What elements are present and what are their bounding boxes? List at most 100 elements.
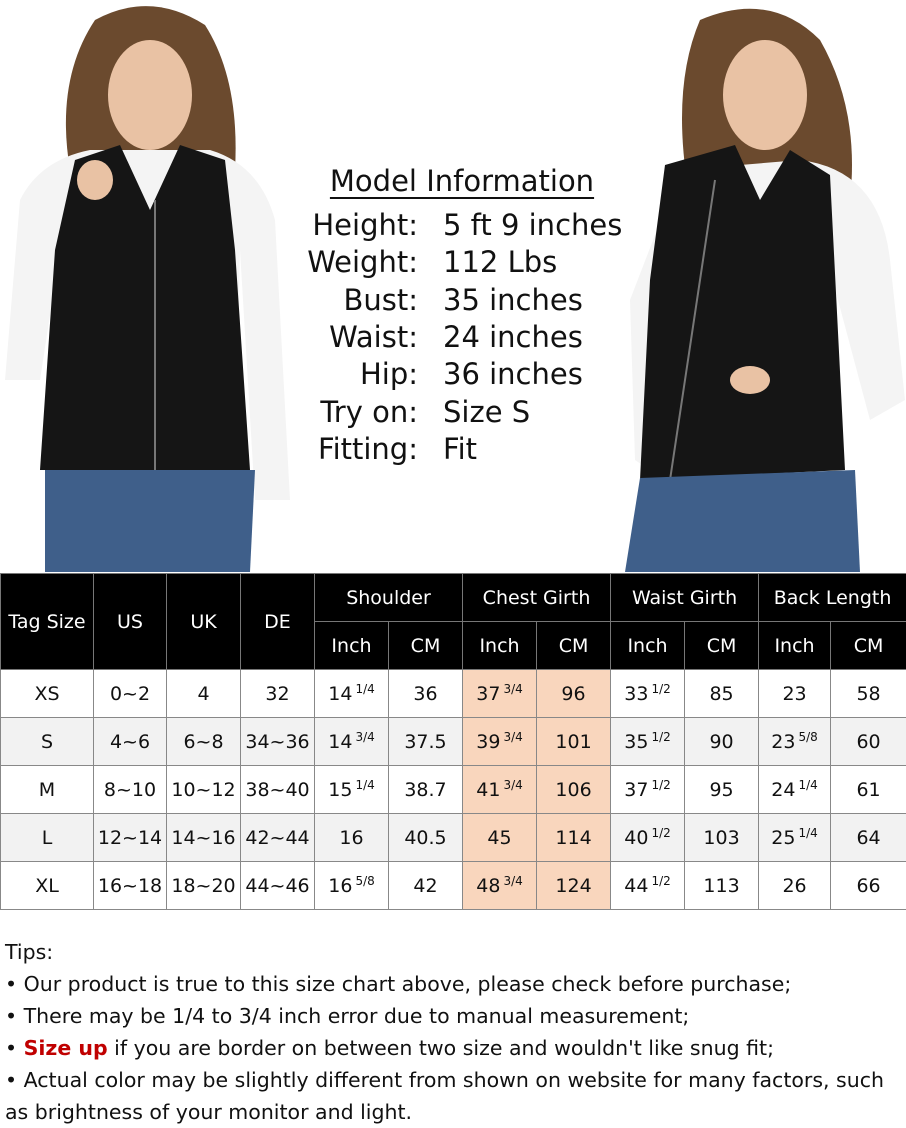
cell-fraction: 1/4 xyxy=(798,778,817,792)
table-cell: 64 xyxy=(831,814,906,862)
cell-whole: 48 xyxy=(476,875,500,897)
table-cell: 4 xyxy=(167,670,241,718)
table-cell: 96 xyxy=(537,670,611,718)
info-row: Bust:35 inches xyxy=(0,283,906,320)
table-cell: 44~46 xyxy=(241,862,315,910)
tips-heading: Tips: xyxy=(5,936,900,968)
info-row: Try on:Size S xyxy=(0,395,906,432)
table-cell: 61 xyxy=(831,766,906,814)
cell-fraction: 3/4 xyxy=(503,682,522,696)
info-row: Weight:112 Lbs xyxy=(0,245,906,282)
info-title: Model Information xyxy=(300,164,624,198)
cell-fraction: 3/4 xyxy=(355,730,374,744)
info-label: Hip: xyxy=(360,357,418,391)
cell-fraction: 1/2 xyxy=(651,682,670,696)
tip-text: Our product is true to this size chart a… xyxy=(24,972,792,996)
table-cell: 42 xyxy=(389,862,463,910)
column-header: UK xyxy=(167,574,241,670)
tips: Tips: • Our product is true to this size… xyxy=(5,936,900,1128)
table-cell: 14~16 xyxy=(167,814,241,862)
tip: • There may be 1/4 to 3/4 inch error due… xyxy=(5,1000,900,1032)
table-cell: S xyxy=(1,718,94,766)
info-row: Waist:24 inches xyxy=(0,320,906,357)
group-header: Waist Girth xyxy=(611,574,759,622)
cell-fraction: 1/2 xyxy=(651,826,670,840)
table-cell: 45 xyxy=(463,814,537,862)
column-header: Tag Size xyxy=(1,574,94,670)
table-cell: 12~14 xyxy=(94,814,167,862)
cell-whole: 40 xyxy=(624,827,648,849)
info-label: Fitting: xyxy=(318,432,418,466)
table-cell: 113 xyxy=(685,862,759,910)
table-cell: 32 xyxy=(241,670,315,718)
table-cell: XS xyxy=(1,670,94,718)
table-cell: L xyxy=(1,814,94,862)
table-cell: 10~12 xyxy=(167,766,241,814)
info-label: Waist: xyxy=(329,320,418,354)
tip-emphasis: Size up xyxy=(24,1036,108,1060)
cell-whole: 14 xyxy=(328,731,352,753)
tip: • Size up if you are border on between t… xyxy=(5,1032,900,1064)
info-row: Fitting:Fit xyxy=(0,432,906,469)
cell-whole: 16 xyxy=(328,875,352,897)
table-cell: 38.7 xyxy=(389,766,463,814)
table-cell: 6~8 xyxy=(167,718,241,766)
info-value: Size S xyxy=(443,395,530,429)
cell-fraction: 1/4 xyxy=(355,778,374,792)
tip: • Our product is true to this size chart… xyxy=(5,968,900,1000)
table-cell: 38~40 xyxy=(241,766,315,814)
info-value: 36 inches xyxy=(443,357,583,391)
table-cell: 26 xyxy=(759,862,831,910)
table-cell: M xyxy=(1,766,94,814)
column-header: DE xyxy=(241,574,315,670)
table-cell: 60 xyxy=(831,718,906,766)
unit-header: CM xyxy=(685,622,759,670)
table-cell: 42~44 xyxy=(241,814,315,862)
cell-fraction: 1/2 xyxy=(651,874,670,888)
unit-header: CM xyxy=(537,622,611,670)
group-header: Chest Girth xyxy=(463,574,611,622)
unit-header: Inch xyxy=(759,622,831,670)
cell-fraction: 3/4 xyxy=(503,730,522,744)
cell-fraction: 5/8 xyxy=(798,730,817,744)
cell-fraction: 1/4 xyxy=(798,826,817,840)
cell-fraction: 1/4 xyxy=(355,682,374,696)
table-cell: 16 xyxy=(315,814,389,862)
info-value: 112 Lbs xyxy=(443,245,557,279)
cell-whole: 25 xyxy=(771,827,795,849)
table-cell: 101 xyxy=(537,718,611,766)
tip-text: Actual color may be slightly different f… xyxy=(5,1068,884,1124)
tip-text: There may be 1/4 to 3/4 inch error due t… xyxy=(24,1004,690,1028)
table-cell: 8~10 xyxy=(94,766,167,814)
table-cell: 66 xyxy=(831,862,906,910)
cell-fraction: 3/4 xyxy=(503,778,522,792)
table-cell: 34~36 xyxy=(241,718,315,766)
table-cell: 23 xyxy=(759,670,831,718)
unit-header: CM xyxy=(389,622,463,670)
table-cell: 0~2 xyxy=(94,670,167,718)
info-value: 5 ft 9 inches xyxy=(443,208,622,242)
cell-whole: 37 xyxy=(624,779,648,801)
table-cell: 37.5 xyxy=(389,718,463,766)
table-cell: 4~6 xyxy=(94,718,167,766)
unit-header: CM xyxy=(831,622,906,670)
cell-whole: 23 xyxy=(771,731,795,753)
table-cell: 106 xyxy=(537,766,611,814)
